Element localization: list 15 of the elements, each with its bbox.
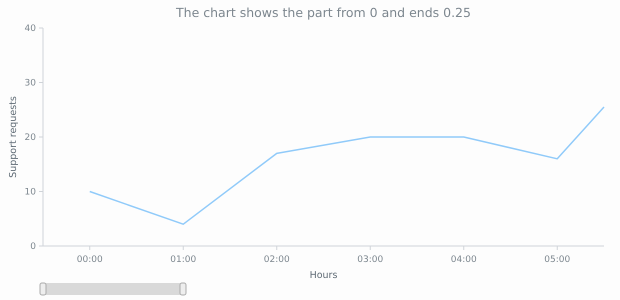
y-tick-label: 40: [24, 24, 36, 34]
x-tick-label: 04:00: [450, 255, 477, 265]
chart-title: The chart shows the part from 0 and ends 0.25: [175, 5, 471, 20]
x-tick-label: 00:00: [76, 255, 103, 265]
y-tick-label: 30: [24, 78, 36, 89]
x-axis-title: Hours: [310, 270, 338, 281]
y-tick-label: 0: [30, 242, 36, 252]
y-tick-label: 10: [24, 188, 36, 198]
line-series: [89, 106, 605, 225]
y-axis-title: Support requests: [8, 96, 19, 178]
x-tick-label: 02:00: [264, 255, 290, 265]
x-tick-label: 01:00: [170, 255, 196, 265]
x-tick-label: 05:00: [544, 255, 570, 265]
x-tick-label: 03:00: [357, 255, 384, 265]
y-tick-label: 20: [24, 133, 36, 144]
